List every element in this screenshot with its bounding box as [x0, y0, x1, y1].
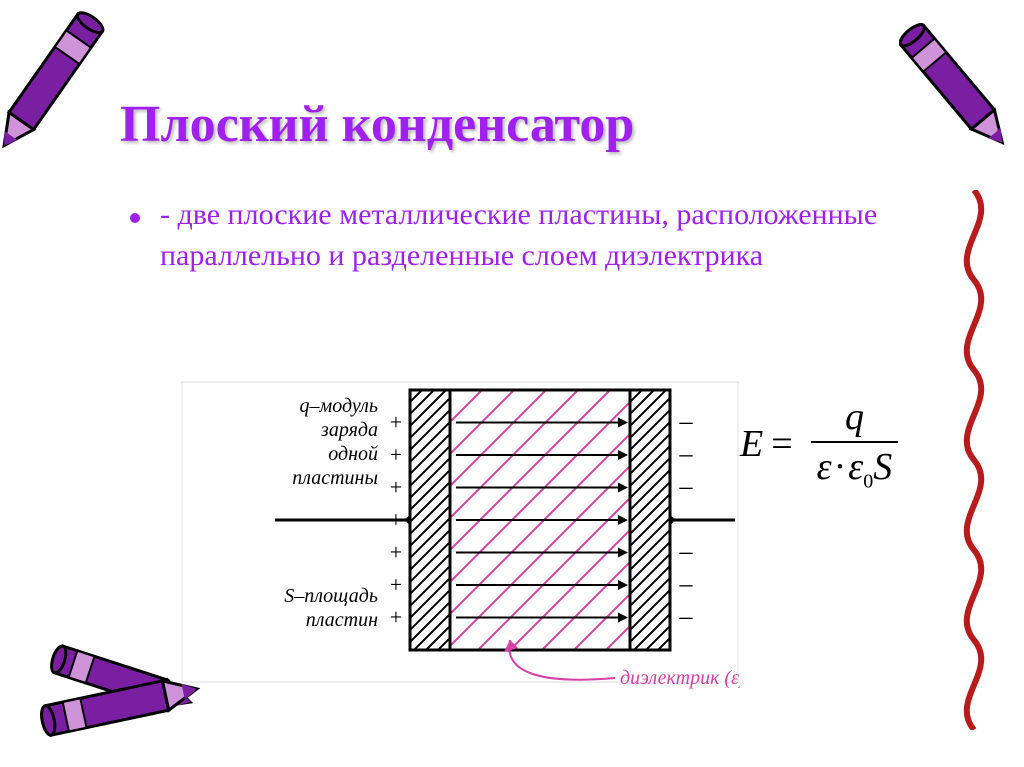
svg-text:S–площадь: S–площадь [284, 585, 378, 607]
svg-text:q–модуль: q–модуль [299, 395, 378, 417]
formula-fraction: q ε·ε0S [811, 395, 899, 494]
svg-text:пластин: пластин [306, 609, 378, 631]
capacitor-diagram: +–+–+–+–+–+–+–q–модульзарядаоднойпластин… [180, 380, 740, 705]
crayon-decor-top-right [899, 5, 1009, 165]
svg-text:диэлектрик (ε): диэлектрик (ε) [620, 667, 740, 689]
svg-text:–: – [679, 569, 694, 598]
svg-text:+: + [390, 442, 402, 467]
definition-text: - две плоские металлические пластины, ра… [160, 195, 940, 276]
formula-equals: = [771, 422, 792, 466]
svg-text:+: + [390, 540, 402, 565]
svg-text:одной: одной [328, 443, 378, 465]
svg-text:–: – [679, 602, 694, 631]
svg-text:+: + [390, 475, 402, 500]
formula-numerator: q [839, 395, 870, 441]
crayon-decor-top-left [0, 0, 110, 170]
field-formula: E = q ε·ε0S [740, 395, 898, 494]
svg-text:–: – [679, 407, 694, 436]
formula-denominator: ε·ε0S [811, 441, 899, 494]
formula-lhs: E [740, 422, 763, 466]
svg-text:+: + [390, 605, 402, 630]
svg-text:+: + [390, 572, 402, 597]
svg-text:+: + [390, 507, 402, 532]
svg-text:–: – [679, 504, 694, 533]
svg-text:+: + [390, 410, 402, 435]
definition-bullet: - две плоские металлические пластины, ра… [130, 195, 940, 276]
svg-text:–: – [679, 439, 694, 468]
slide-title: Плоский конденсатор [120, 95, 634, 154]
bullet-icon [130, 213, 140, 223]
svg-text:заряда: заряда [320, 419, 378, 441]
squiggle-decor-right [944, 190, 1004, 730]
svg-text:–: – [679, 537, 694, 566]
svg-text:пластины: пластины [292, 467, 378, 489]
svg-text:–: – [679, 472, 694, 501]
